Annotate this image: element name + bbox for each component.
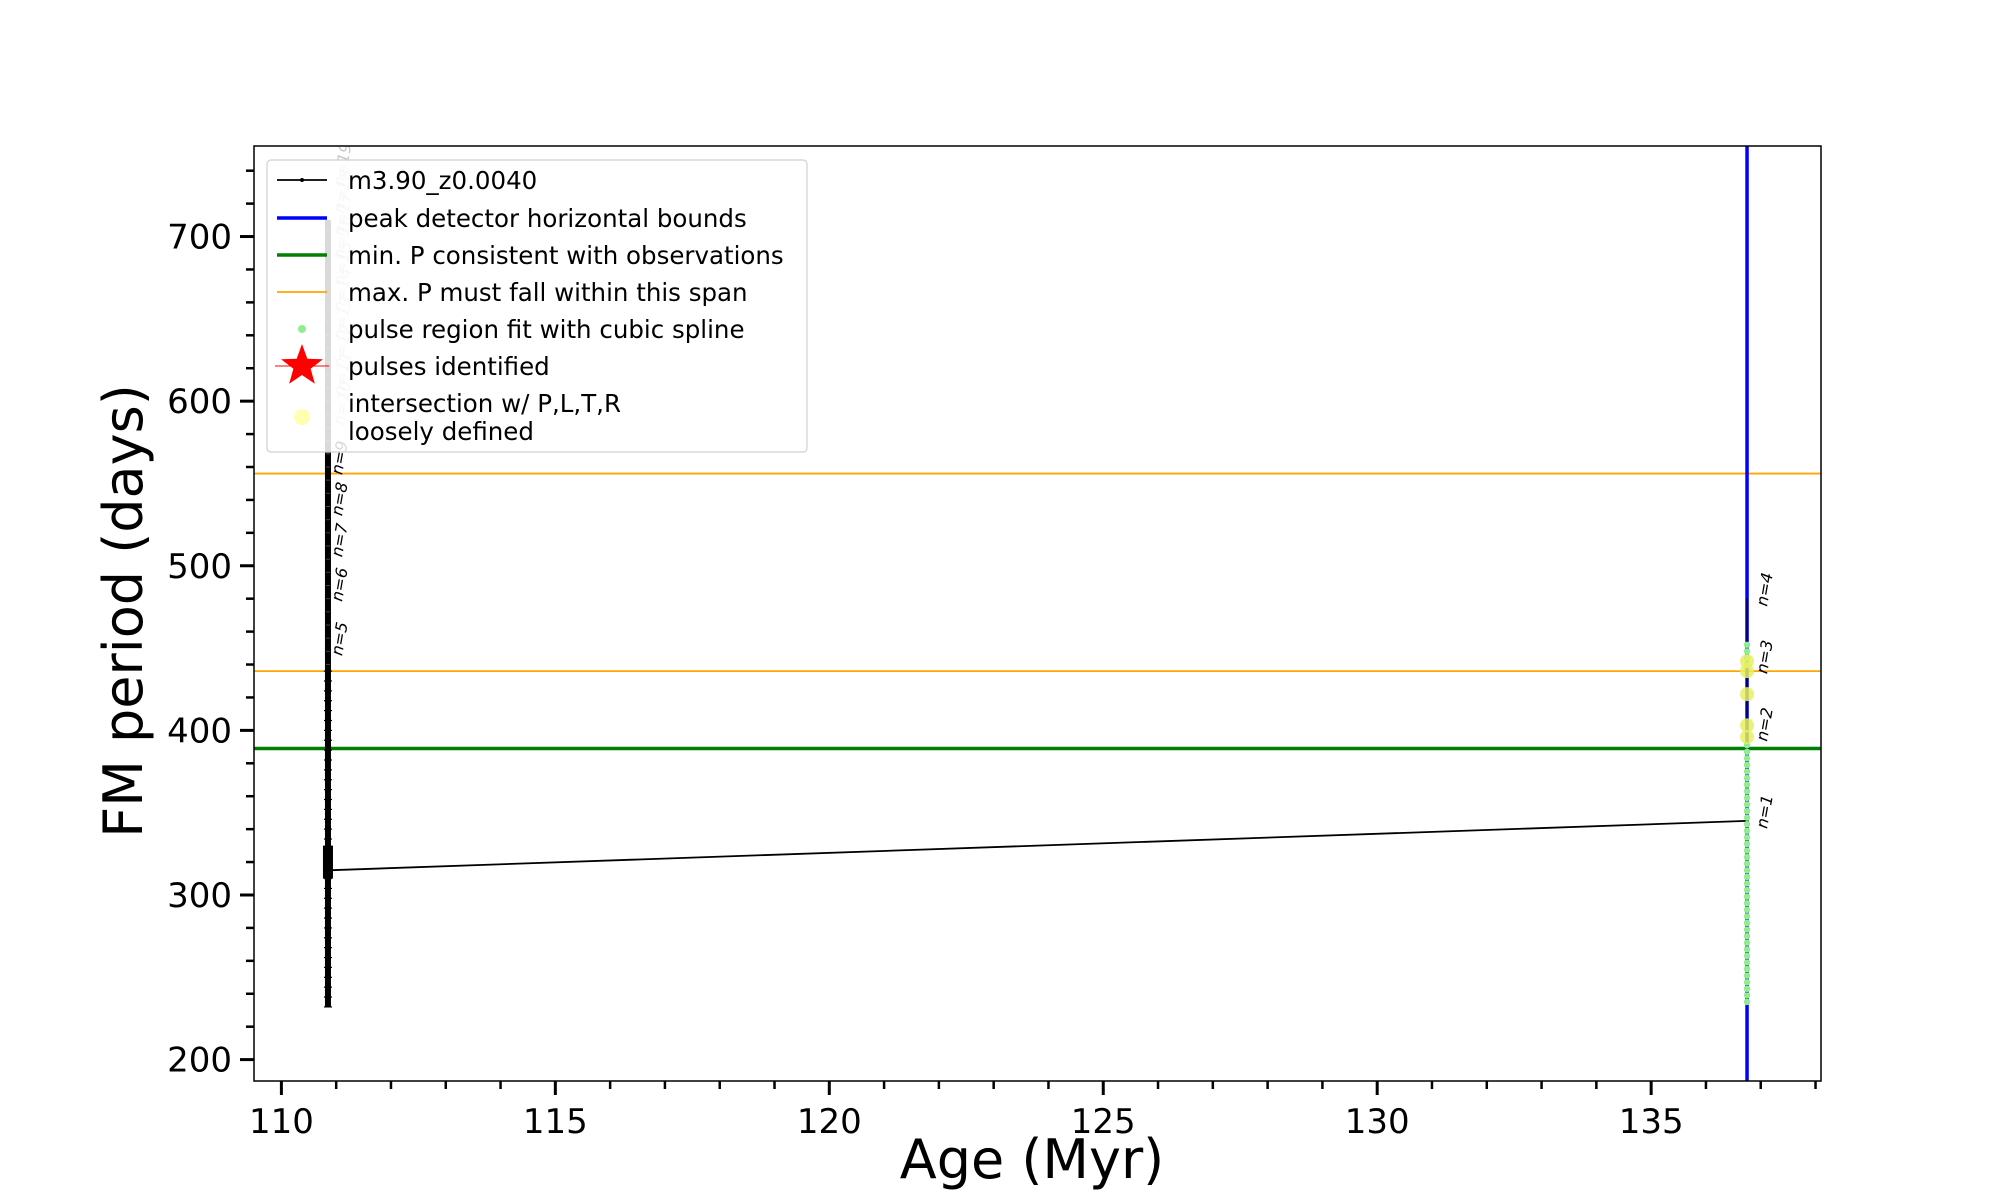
spline-point bbox=[1743, 998, 1751, 1006]
spline-point bbox=[1743, 827, 1751, 834]
spline-point bbox=[1743, 919, 1751, 927]
spline-point bbox=[1743, 761, 1751, 769]
spline-point bbox=[1743, 768, 1751, 775]
spline-point bbox=[1743, 840, 1751, 848]
x-tick-label: 130 bbox=[1345, 1102, 1410, 1142]
spline-point bbox=[1743, 979, 1751, 986]
spline-point bbox=[1743, 939, 1751, 946]
spline-point bbox=[1743, 952, 1751, 960]
legend-pulses-identified-marker bbox=[281, 344, 323, 384]
spline-point bbox=[1743, 834, 1751, 841]
legend-intersection-w-p-l-t-r-marker bbox=[294, 409, 310, 425]
legend-pulses-identified-label: pulses identified bbox=[348, 352, 550, 381]
spline-point bbox=[1743, 821, 1751, 828]
spline-point bbox=[1743, 893, 1751, 900]
spline-point bbox=[1743, 748, 1751, 755]
pulse-label-right: n=4 bbox=[1752, 571, 1777, 608]
spline-point bbox=[1743, 880, 1751, 887]
spline-point bbox=[1743, 972, 1751, 979]
y-tick-label: 300 bbox=[167, 876, 232, 916]
pulse-label-right: n=1 bbox=[1752, 793, 1777, 830]
intersection-point bbox=[1740, 729, 1755, 744]
spline-point bbox=[1743, 992, 1751, 999]
spline-point bbox=[1743, 985, 1751, 993]
intersection-point bbox=[1740, 687, 1755, 702]
spline-point bbox=[1743, 959, 1751, 966]
connector-line bbox=[327, 820, 1748, 872]
track-left-knot bbox=[322, 845, 333, 879]
intersection-point bbox=[1740, 654, 1755, 669]
x-axis-title: Age (Myr) bbox=[900, 1128, 1165, 1191]
y-tick-label: 600 bbox=[167, 382, 232, 422]
spline-point bbox=[1743, 900, 1751, 907]
y-tick-label: 500 bbox=[167, 547, 232, 587]
legend-pulse-region-fit-with-cubic-spline-marker bbox=[298, 325, 306, 333]
spline-point bbox=[1743, 860, 1751, 867]
legend-box bbox=[266, 159, 808, 453]
spline-point bbox=[1743, 807, 1751, 815]
spline-point bbox=[1743, 755, 1751, 762]
spline-point bbox=[1743, 926, 1751, 933]
spline-point bbox=[1743, 648, 1751, 655]
track-left-band bbox=[324, 220, 331, 1007]
legend-m3-90-z0-0040-dot bbox=[300, 178, 304, 182]
spline-point bbox=[1743, 853, 1751, 861]
spline-point bbox=[1743, 801, 1751, 808]
y-axis-title: FM period (days) bbox=[92, 384, 155, 838]
spline-point bbox=[1743, 641, 1751, 648]
spline-point bbox=[1743, 965, 1751, 973]
plot-frame bbox=[253, 145, 1822, 1082]
spline-point bbox=[1743, 932, 1751, 940]
spline-point bbox=[1743, 913, 1751, 920]
spline-point bbox=[1743, 873, 1751, 881]
spline-point bbox=[1743, 788, 1751, 795]
spline-point bbox=[1743, 847, 1751, 854]
spline-point bbox=[1743, 946, 1751, 953]
legend-min-p-consistent-with-observations-label: min. P consistent with observations bbox=[348, 241, 784, 270]
legend-intersection-w-p-l-t-r-label: intersection w/ P,L,T,R bbox=[348, 389, 621, 418]
intersection-point bbox=[1740, 664, 1755, 679]
x-tick-label: 115 bbox=[523, 1102, 588, 1142]
spline-point bbox=[1743, 886, 1751, 894]
legend-m3-90-z0-0040-label: m3.90_z0.0040 bbox=[348, 166, 537, 195]
axes: 110 115 120 125 130 135 200 300 400 500 600 700 bbox=[167, 145, 1822, 1142]
legend-peak-detector-horizontal-bounds-label: peak detector horizontal bounds bbox=[348, 204, 747, 233]
legend-max-p-must-fall-within-this-span-label: max. P must fall within this span bbox=[348, 278, 748, 307]
spline-point bbox=[1743, 814, 1751, 821]
x-tick-label: 120 bbox=[797, 1102, 862, 1142]
y-tick-label: 400 bbox=[167, 711, 232, 751]
x-tick-label: 125 bbox=[1071, 1102, 1136, 1142]
y-tick-label: 200 bbox=[167, 1041, 232, 1081]
legend-pulse-region-fit-with-cubic-spline-label: pulse region fit with cubic spline bbox=[348, 315, 745, 344]
pulse-label-right: n=2 bbox=[1752, 706, 1777, 743]
spline-point bbox=[1743, 867, 1751, 874]
spline-point bbox=[1743, 781, 1751, 788]
x-tick-label: 135 bbox=[1619, 1102, 1684, 1142]
intersection-point bbox=[1740, 718, 1755, 733]
spline-point bbox=[1743, 794, 1751, 802]
y-tick-label: 700 bbox=[167, 218, 232, 258]
spline-point bbox=[1743, 906, 1751, 914]
spline-point bbox=[1743, 774, 1751, 782]
x-tick-label: 110 bbox=[249, 1102, 314, 1142]
legend-intersection-w-p-l-t-r-label-2: loosely defined bbox=[348, 417, 534, 446]
pulse-label-right: n=3 bbox=[1752, 639, 1777, 676]
